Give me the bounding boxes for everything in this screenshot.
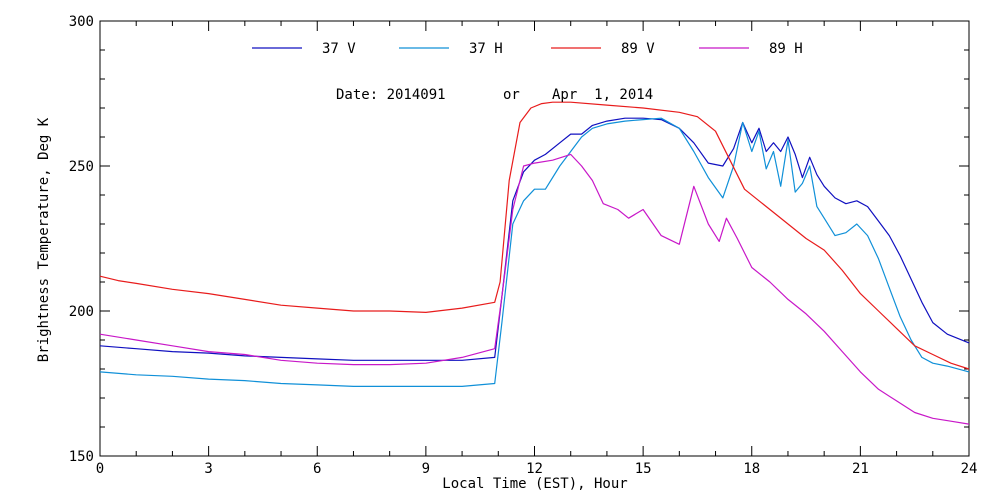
y-tick-label: 150 [69,449,94,465]
series-line-89-h [99,153,970,425]
series-line-89-v [99,101,970,370]
x-tick-label: 18 [743,461,760,477]
y-tick-label: 300 [69,14,94,30]
x-tick-label: 21 [852,461,869,477]
x-tick-label: 3 [204,461,212,477]
legend-label: 37 H [469,41,503,57]
legend: 37 V 37 H 89 V 89 H [252,41,803,57]
y-tick-label: 200 [69,304,94,320]
legend-label: 37 V [322,41,356,57]
y-tick-label: 250 [69,159,94,175]
date-text: Apr 1, 2014 [552,87,653,103]
x-axis-title: Local Time (EST), Hour [442,476,627,492]
axis-ticks [99,20,970,457]
series-line-37-v [99,117,970,361]
x-tick-label: 15 [635,461,652,477]
axis-tick-labels: 0 3 6 9 12 15 18 21 24 150 200 250 300 [69,14,978,477]
x-tick-label: 6 [313,461,321,477]
date-label: Date: 2014091 [336,87,446,103]
plot-frame [99,20,970,457]
x-tick-label: 9 [422,461,430,477]
legend-label: 89 H [769,41,803,57]
x-tick-label: 24 [961,461,978,477]
x-tick-label: 12 [526,461,543,477]
series-line-37-h [99,117,970,387]
y-axis-title: Brightness Temperature, Deg K [36,117,52,362]
series-lines [99,101,970,425]
legend-label: 89 V [621,41,655,57]
x-tick-label: 0 [96,461,104,477]
or-label: or [503,87,520,103]
